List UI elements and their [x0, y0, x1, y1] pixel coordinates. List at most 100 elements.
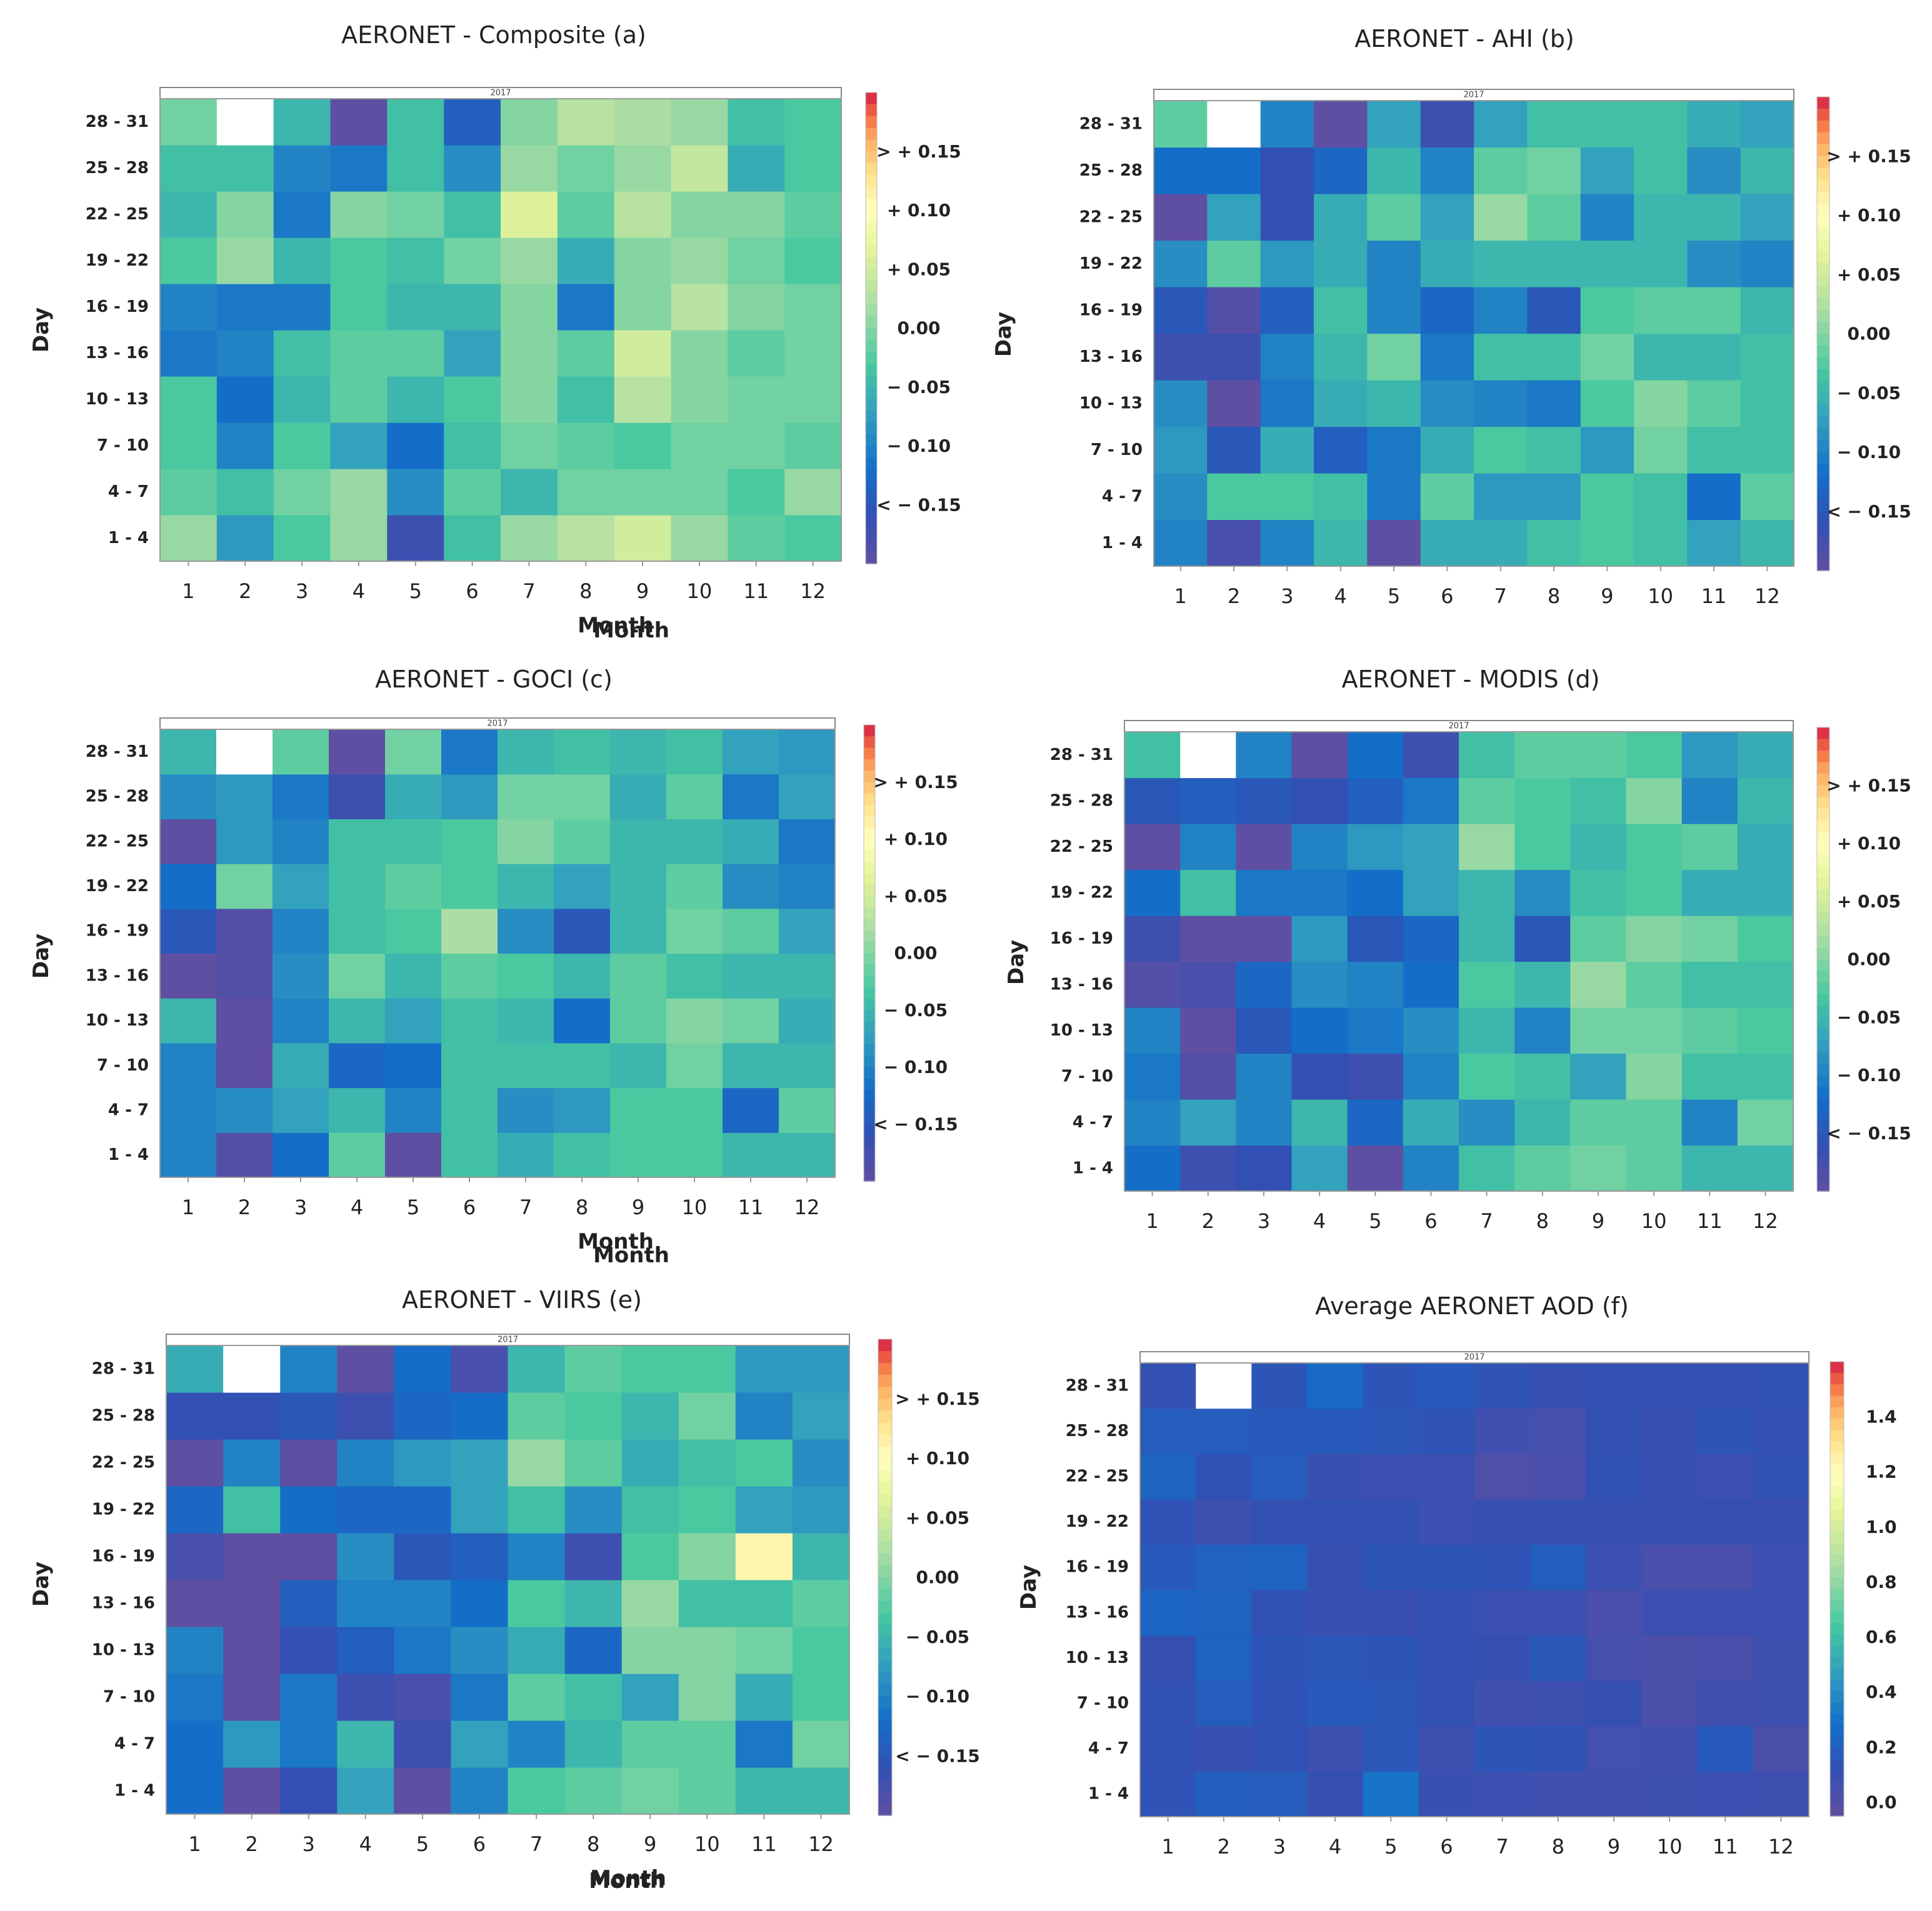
y-tick-label: 16 - 19 — [1066, 1558, 1129, 1577]
heatmap-cell — [1570, 777, 1627, 824]
x-tick-label: 12 — [1754, 584, 1780, 608]
heatmap-cell — [385, 953, 442, 999]
heatmap-cell — [779, 774, 836, 819]
colorbar-segment — [1817, 464, 1829, 477]
heatmap-cell — [1420, 519, 1474, 567]
heatmap-cell — [614, 515, 672, 562]
colorbar-segment — [1830, 1362, 1844, 1374]
colorbar-segment — [1830, 1702, 1844, 1715]
colorbar-segment — [866, 222, 877, 235]
heatmap-cell — [1140, 1680, 1196, 1727]
x-tick-label: 12 — [1768, 1835, 1794, 1859]
heatmap-cell — [723, 1042, 779, 1089]
heatmap-cell — [1514, 1145, 1571, 1192]
colorbar-segment — [878, 1375, 892, 1388]
colorbar-tick-label: 1.2 — [1866, 1462, 1897, 1482]
heatmap-cell — [1527, 519, 1581, 567]
heatmap-cell — [1307, 1408, 1364, 1454]
heatmap-cell — [554, 953, 611, 999]
heatmap-cell — [498, 998, 554, 1044]
heatmap-cell — [671, 99, 728, 146]
heatmap-cell — [1626, 1053, 1683, 1100]
heatmap-cell — [1740, 380, 1794, 427]
heatmap-cell — [1580, 519, 1634, 567]
heatmap-cell — [498, 819, 554, 864]
colorbar-segment — [864, 1021, 875, 1034]
x-tick-label: 10 — [682, 1195, 708, 1219]
heatmap-cell — [735, 1345, 793, 1393]
chart-title: AERONET - AHI (b) — [1354, 25, 1574, 52]
heatmap-cell — [610, 908, 667, 954]
colorbar-segment — [1830, 1714, 1844, 1726]
colorbar-segment — [1817, 820, 1829, 832]
colorbar-segment — [1830, 1623, 1844, 1635]
heatmap-cell — [273, 953, 329, 999]
colorbar-segment — [1830, 1600, 1844, 1612]
heatmap-cell — [666, 1132, 723, 1178]
colorbar-segment — [1817, 239, 1829, 252]
colorbar-segment — [878, 1589, 892, 1602]
colorbar-tick-label: < − 0.15 — [873, 1114, 958, 1134]
heatmap-cell — [1291, 1145, 1348, 1192]
colorbar-segment — [1817, 1121, 1829, 1134]
year-label: 2017 — [498, 1335, 518, 1345]
heatmap-cell — [1347, 869, 1404, 916]
heatmap-cell — [160, 99, 218, 146]
heatmap-cell — [1418, 1499, 1475, 1545]
colorbar-segment — [1817, 487, 1829, 501]
colorbar-segment — [864, 725, 875, 737]
heatmap-cell — [1626, 1099, 1683, 1146]
heatmap-cell — [723, 998, 779, 1044]
heatmap-cell — [385, 908, 442, 954]
heatmap-cell — [1307, 1499, 1364, 1545]
heatmap-cell — [1753, 1590, 1809, 1636]
colorbar-segment — [864, 1067, 875, 1079]
heatmap-cell — [508, 1674, 566, 1721]
colorbar-segment — [864, 884, 875, 897]
heatmap-cell — [1474, 101, 1528, 148]
x-tick-label: 4 — [353, 579, 365, 603]
heatmap-cell — [564, 1720, 623, 1768]
heatmap-cell — [1737, 777, 1794, 824]
heatmap-cell — [498, 864, 554, 909]
colorbar-segment — [1817, 251, 1829, 264]
heatmap-cell — [1474, 1544, 1531, 1590]
colorbar-segment — [1817, 1005, 1829, 1018]
heatmap-cell — [1347, 1053, 1404, 1100]
heatmap-cell — [160, 908, 217, 954]
heatmap-cell — [614, 376, 672, 423]
y-tick-label: 1 - 4 — [114, 1782, 155, 1800]
heatmap-cell — [1420, 194, 1474, 241]
colorbar-segment — [1830, 1611, 1844, 1624]
heatmap-cell — [610, 864, 667, 909]
x-tick-label: 8 — [1552, 1835, 1564, 1859]
heatmap-cell — [444, 376, 501, 423]
heatmap-cell — [666, 998, 723, 1044]
colorbar-segment — [1817, 797, 1829, 809]
heatmap-cell — [337, 1392, 394, 1440]
x-tick-label: 2 — [1228, 584, 1240, 608]
heatmap-cell — [735, 1533, 793, 1580]
y-tick-label: 1 - 4 — [1102, 534, 1143, 552]
heatmap-cells — [1140, 1363, 1809, 1817]
heatmap-cell — [1737, 732, 1794, 779]
heatmap-cell — [394, 1486, 451, 1534]
heatmap-cell — [1314, 287, 1368, 334]
heatmap-cell — [1641, 1590, 1698, 1636]
colorbar-segment — [1817, 108, 1829, 121]
heatmap-cell — [216, 284, 274, 331]
x-tick-label: 12 — [808, 1832, 834, 1856]
x-tick-label: 6 — [1441, 584, 1453, 608]
colorbar: > + 0.15 + 0.10 + 0.05 0.00 − 0.05 − 0.10 < − … — [878, 1339, 980, 1816]
heatmap-cell — [1180, 961, 1236, 1008]
colorbar-segment — [1830, 1657, 1844, 1669]
heatmap-cell — [784, 330, 842, 377]
x-tick-label: 9 — [636, 579, 649, 603]
y-tick-label: 25 - 28 — [1066, 1422, 1129, 1440]
colorbar-segment — [866, 328, 877, 341]
y-tick-label: 25 - 28 — [86, 159, 149, 177]
heatmap-cell — [1641, 1544, 1698, 1590]
heatmap-cell — [1586, 1680, 1643, 1727]
